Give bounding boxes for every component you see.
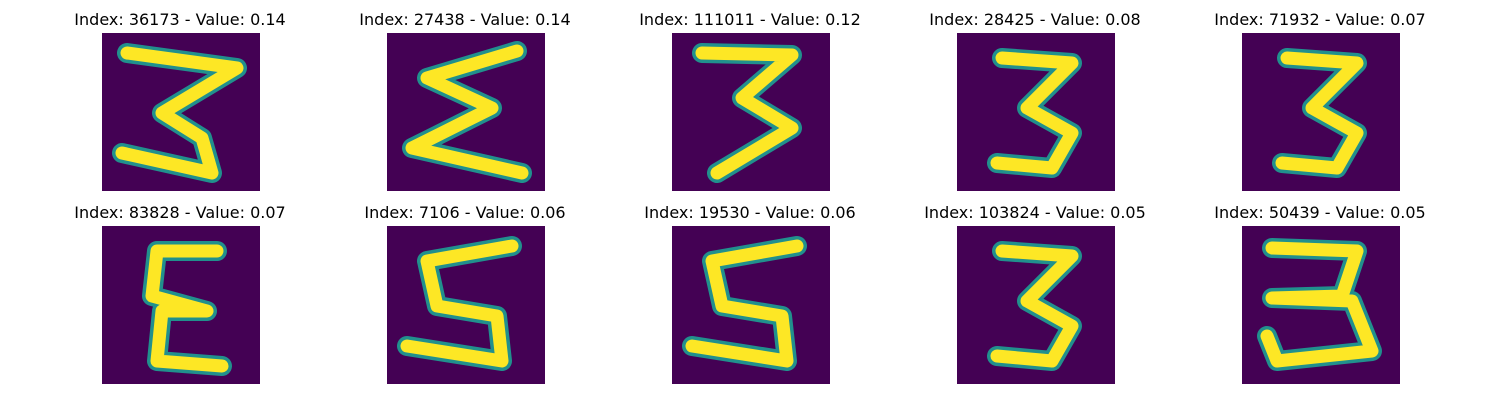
panel-title: Index: 27438 - Value: 0.14 (359, 10, 571, 29)
digit-glyph (1242, 33, 1400, 191)
panel-title: Index: 83828 - Value: 0.07 (74, 203, 286, 222)
stroke-core (695, 46, 799, 180)
digit-glyph (957, 226, 1115, 384)
digit-image (1242, 226, 1400, 384)
stroke-core (685, 239, 804, 368)
digit-image (957, 33, 1115, 191)
panel-6: Index: 83828 - Value: 0.07 (50, 203, 310, 393)
digit-glyph (102, 226, 260, 384)
panel-5: Index: 71932 - Value: 0.07 (1190, 10, 1450, 200)
panel-7: Index: 7106 - Value: 0.06 (335, 203, 595, 393)
stroke-core (115, 46, 244, 180)
digit-image (957, 226, 1115, 384)
panel-9: Index: 103824 - Value: 0.05 (905, 203, 1165, 393)
panel-title: Index: 103824 - Value: 0.05 (924, 203, 1146, 222)
panel-title: Index: 36173 - Value: 0.14 (74, 10, 286, 29)
digit-glyph (672, 33, 830, 191)
digit-image (672, 33, 830, 191)
panel-4: Index: 28425 - Value: 0.08 (905, 10, 1165, 200)
panel-title: Index: 111011 - Value: 0.12 (639, 10, 861, 29)
digit-image (102, 33, 260, 191)
panel-2: Index: 27438 - Value: 0.14 (335, 10, 595, 200)
stroke-core (990, 244, 1079, 368)
panel-title: Index: 28425 - Value: 0.08 (929, 10, 1141, 29)
panel-title: Index: 19530 - Value: 0.06 (644, 203, 856, 222)
panel-title: Index: 50439 - Value: 0.05 (1214, 203, 1426, 222)
panel-3: Index: 111011 - Value: 0.12 (620, 10, 880, 200)
digit-glyph (387, 33, 545, 191)
digit-glyph (957, 33, 1115, 191)
digit-image (387, 33, 545, 191)
stroke-core (1275, 51, 1364, 175)
digit-glyph (102, 33, 260, 191)
digit-image (387, 226, 545, 384)
panel-1: Index: 36173 - Value: 0.14 (50, 10, 310, 200)
stroke-core (990, 51, 1079, 175)
stroke-core (145, 244, 229, 373)
digit-image (1242, 33, 1400, 191)
digit-image (672, 226, 830, 384)
digit-glyph (1242, 226, 1400, 384)
stroke-core (405, 44, 529, 180)
digit-image (102, 226, 260, 384)
stroke-core (1260, 241, 1379, 368)
panel-8: Index: 19530 - Value: 0.06 (620, 203, 880, 393)
stroke-core (400, 239, 519, 368)
panel-title: Index: 7106 - Value: 0.06 (364, 203, 566, 222)
panel-title: Index: 71932 - Value: 0.07 (1214, 10, 1426, 29)
digit-glyph (387, 226, 545, 384)
panel-10: Index: 50439 - Value: 0.05 (1190, 203, 1450, 393)
digit-glyph (672, 226, 830, 384)
